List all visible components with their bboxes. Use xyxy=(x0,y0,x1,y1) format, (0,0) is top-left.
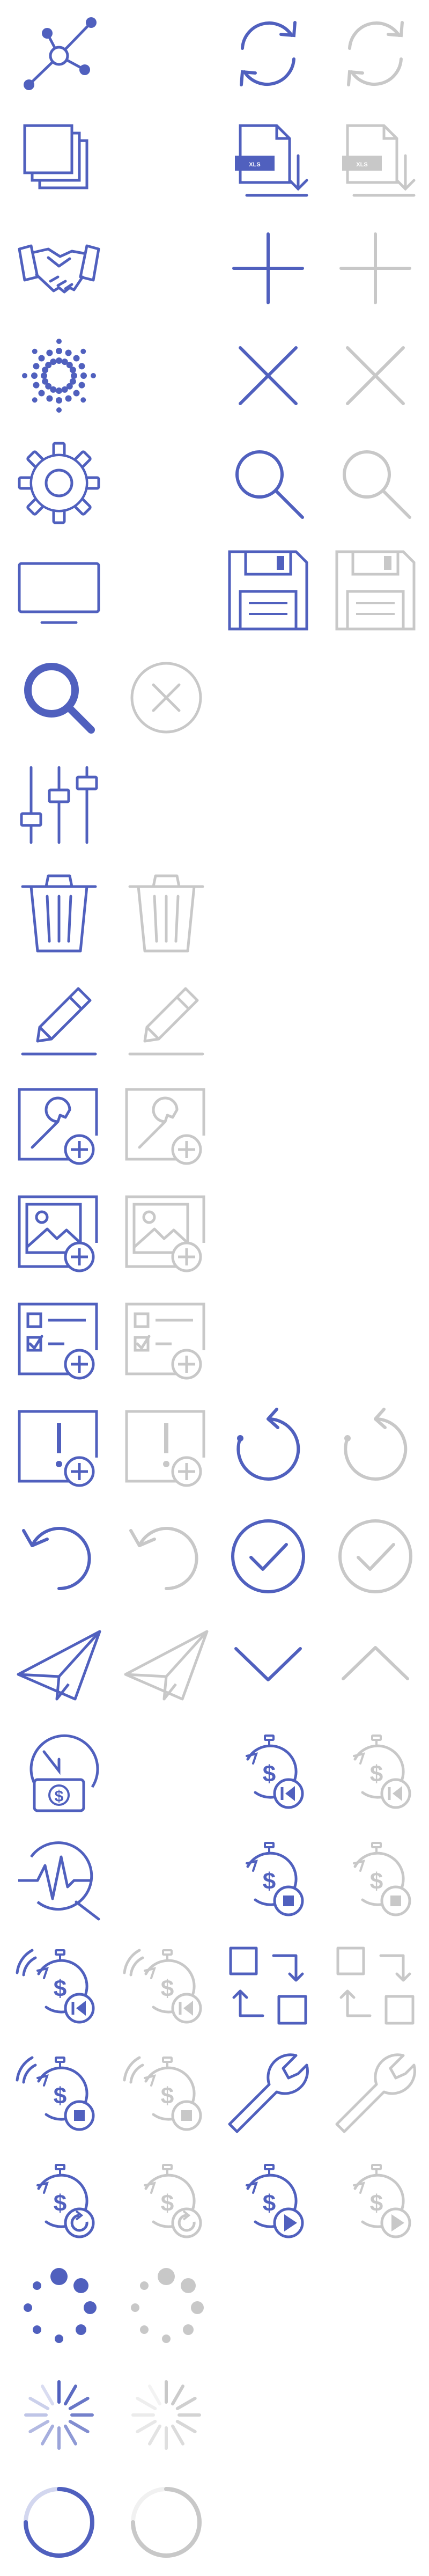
loading-ring-icon xyxy=(16,2479,102,2565)
check-circle-icon-disabled xyxy=(332,1513,418,1599)
stopwatch-money-rewind-icon-disabled: $ xyxy=(332,1728,418,1814)
svg-text:$: $ xyxy=(54,2190,66,2216)
stopwatch-money-play-icon-disabled: $ xyxy=(332,2157,418,2243)
save-icon xyxy=(225,547,311,633)
swap-squares-icon xyxy=(225,1943,311,2029)
stopwatch-money-stop-signal-icon-disabled: $ xyxy=(123,2050,209,2136)
close-icon xyxy=(225,333,311,419)
svg-text:$: $ xyxy=(161,2190,174,2216)
svg-text:XLS: XLS xyxy=(356,162,367,168)
stopwatch-money-stop-icon-disabled: $ xyxy=(332,1835,418,1921)
sync-icon-disabled xyxy=(332,11,418,97)
plus-icon xyxy=(225,225,311,311)
svg-text:$: $ xyxy=(161,1975,174,2002)
stopwatch-money-reload-icon-disabled: $ xyxy=(123,2157,209,2243)
add-checklist-icon xyxy=(16,1299,102,1385)
burst-icon xyxy=(16,333,102,419)
add-wrench-card-icon-disabled xyxy=(123,1084,209,1170)
trash-icon xyxy=(16,869,102,955)
swap-squares-icon-disabled xyxy=(332,1943,418,2029)
svg-text:$: $ xyxy=(263,1761,276,1787)
pulse-search-icon xyxy=(16,1835,102,1921)
close-circle-icon-disabled xyxy=(123,655,209,741)
svg-text:$: $ xyxy=(161,2083,174,2109)
add-alert-card-icon-disabled xyxy=(123,1406,209,1492)
save-icon-disabled xyxy=(332,547,418,633)
undo-icon xyxy=(16,1513,102,1599)
paper-plane-icon-disabled xyxy=(123,1621,209,1707)
search-icon-disabled xyxy=(332,440,418,526)
add-image-icon-disabled xyxy=(123,1191,209,1277)
handshake-icon xyxy=(16,225,102,311)
loading-spokes-icon-disabled xyxy=(123,2372,209,2458)
trash-icon-disabled xyxy=(123,869,209,955)
stopwatch-money-rewind-icon: $ xyxy=(225,1728,311,1814)
stopwatch-money-rewind-signal-icon: $ xyxy=(16,1943,102,2029)
svg-text:$: $ xyxy=(54,2083,66,2109)
svg-text:$: $ xyxy=(263,2190,276,2216)
add-checklist-icon-disabled xyxy=(123,1299,209,1385)
add-alert-card-icon xyxy=(16,1406,102,1492)
loading-spokes-icon xyxy=(16,2372,102,2458)
monitor-icon xyxy=(16,547,102,633)
loading-ring-icon-disabled xyxy=(123,2479,209,2565)
svg-text:$: $ xyxy=(55,1788,64,1805)
gear-icon xyxy=(16,440,102,526)
chevron-up-icon-disabled xyxy=(332,1621,418,1707)
export-xls-icon: XLS xyxy=(225,118,311,204)
stopwatch-money-play-icon: $ xyxy=(225,2157,311,2243)
layers-icon xyxy=(16,118,102,204)
chevron-down-icon xyxy=(225,1621,311,1707)
rotate-clockwise-icon-disabled xyxy=(332,1406,418,1492)
undo-icon-disabled xyxy=(123,1513,209,1599)
svg-text:$: $ xyxy=(54,1975,66,2002)
loading-dots-icon-disabled xyxy=(123,2265,209,2351)
add-image-icon xyxy=(16,1191,102,1277)
pencil-icon xyxy=(16,977,102,1063)
stopwatch-money-stop-icon: $ xyxy=(225,1835,311,1921)
pencil-icon-disabled xyxy=(123,977,209,1063)
svg-text:XLS: XLS xyxy=(249,162,260,168)
export-xls-icon-disabled: XLS xyxy=(332,118,418,204)
sync-icon xyxy=(225,11,311,97)
plus-icon-disabled xyxy=(332,225,418,311)
check-circle-icon xyxy=(225,1513,311,1599)
stopwatch-money-stop-signal-icon: $ xyxy=(16,2050,102,2136)
loading-dots-icon xyxy=(16,2265,102,2351)
search-bold-icon xyxy=(16,655,102,741)
wrench-icon xyxy=(225,2050,311,2136)
svg-text:$: $ xyxy=(263,1868,276,1894)
sliders-icon xyxy=(16,762,102,848)
network-nodes-icon xyxy=(16,11,102,97)
clock-money-icon: $ xyxy=(16,1728,102,1814)
wrench-icon-disabled xyxy=(332,2050,418,2136)
svg-text:$: $ xyxy=(370,1868,383,1894)
stopwatch-money-rewind-signal-icon-disabled: $ xyxy=(123,1943,209,2029)
stopwatch-money-reload-icon: $ xyxy=(16,2157,102,2243)
rotate-clockwise-icon xyxy=(225,1406,311,1492)
paper-plane-icon xyxy=(16,1621,102,1707)
search-icon xyxy=(225,440,311,526)
add-wrench-card-icon xyxy=(16,1084,102,1170)
svg-text:$: $ xyxy=(370,1761,383,1787)
close-icon-disabled xyxy=(332,333,418,419)
svg-text:$: $ xyxy=(370,2190,383,2216)
